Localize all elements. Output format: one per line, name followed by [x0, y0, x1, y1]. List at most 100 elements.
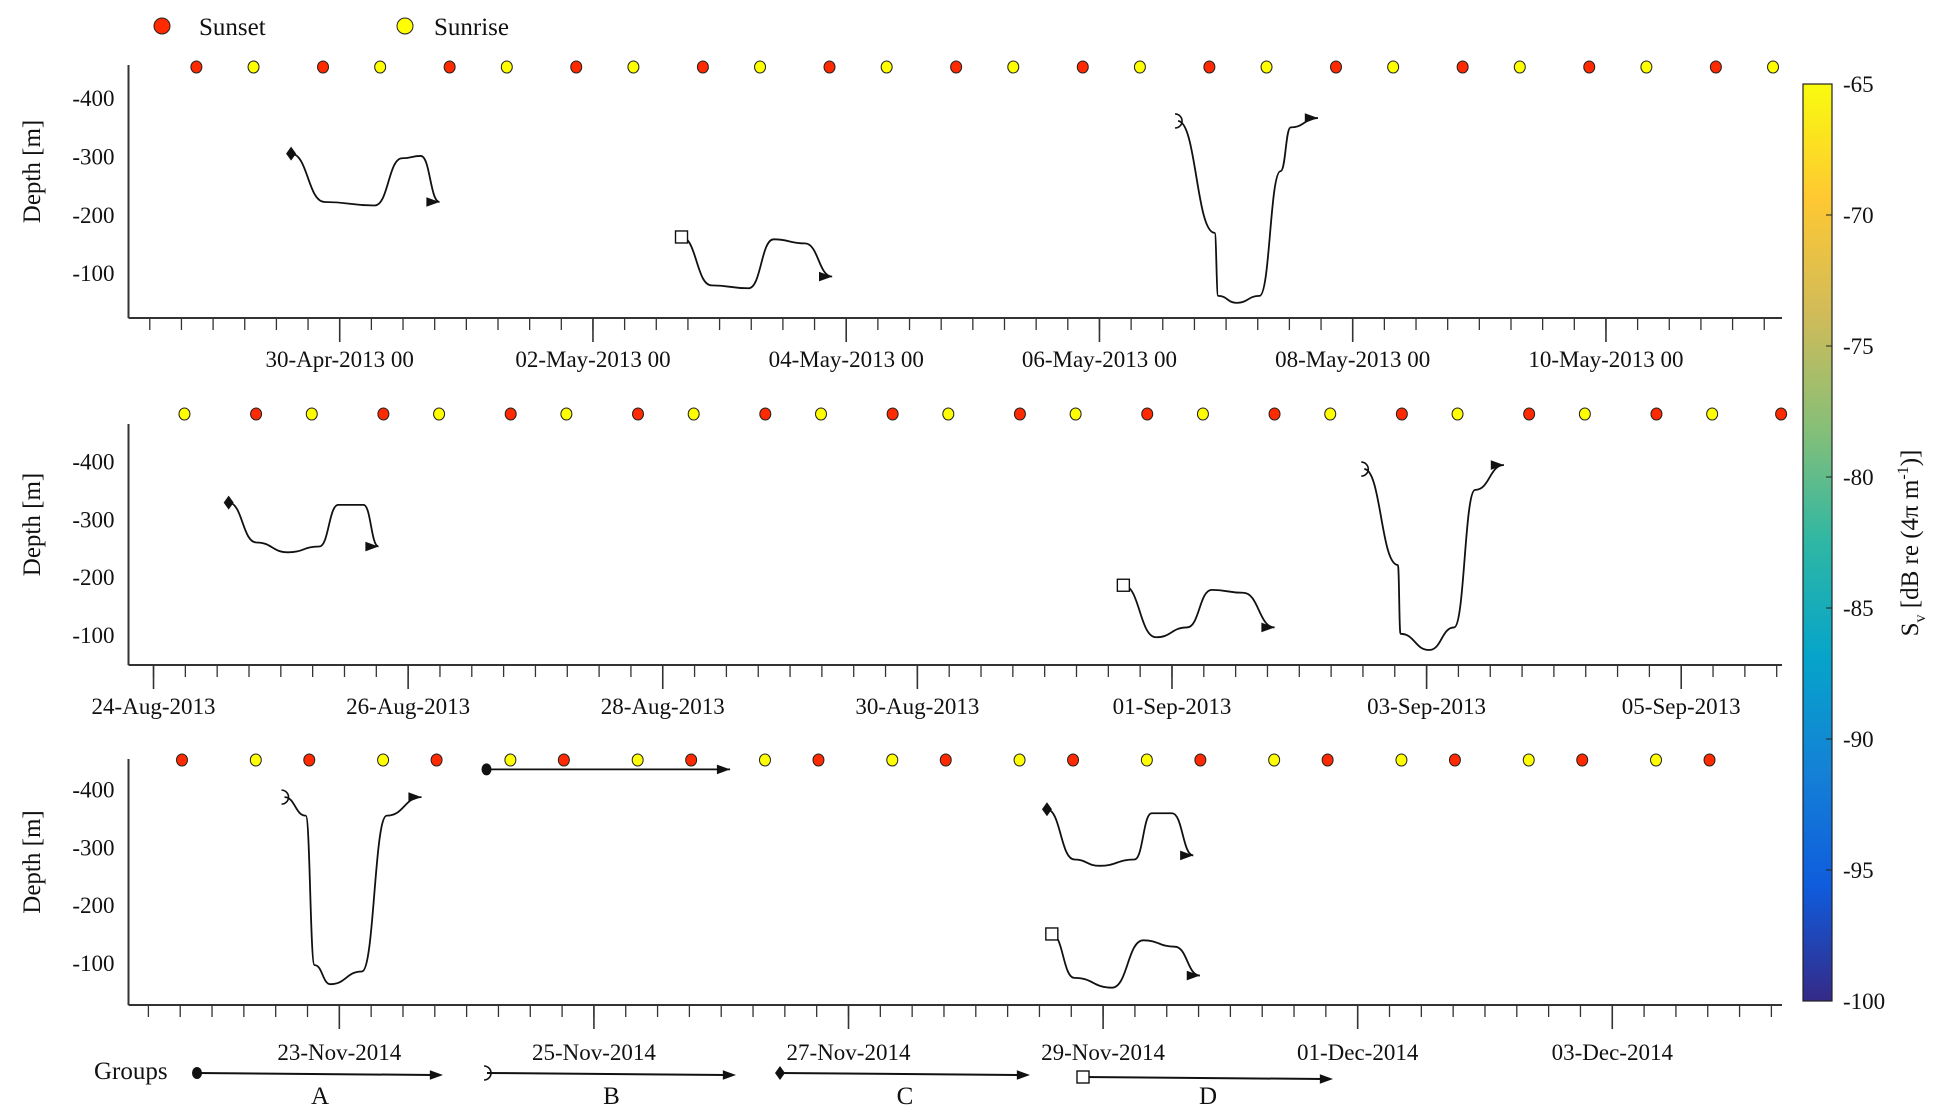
y-tick-label: -400 [72, 86, 114, 111]
deep-scattering-layer [1793, 533, 1803, 566]
sunset-marker [1013, 407, 1026, 421]
colorbar-label: Sv [dB re (4π m-1)] [1895, 450, 1929, 637]
y-axis-label: Depth [m] [19, 810, 46, 913]
night-backscatter [1582, 798, 1656, 990]
sunset-marker [1576, 753, 1589, 767]
y-tick-label: -100 [72, 951, 114, 976]
night-backscatter [564, 798, 638, 990]
sunset-marker [430, 753, 443, 767]
sunrise-marker [1140, 753, 1153, 767]
deep-scattering-layer [657, 533, 674, 566]
x-tick-label: 27-Nov-2014 [787, 1040, 911, 1065]
groups-legend-item-D: D [1076, 1070, 1333, 1110]
night-backscatter [383, 496, 439, 650]
deep-scattering-layer [1229, 189, 1246, 221]
deep-scattering-layer [785, 533, 802, 566]
sunrise-marker [1513, 60, 1526, 74]
trajectory-group-B [281, 789, 422, 986]
trajectory-start-marker [1045, 927, 1059, 941]
night-backscatter [1020, 496, 1076, 650]
arrowhead-icon [408, 792, 422, 802]
sunrise-marker [687, 407, 700, 421]
sunrise-marker [1650, 753, 1663, 767]
legend-group-label: A [311, 1083, 329, 1110]
y-tick-label: -400 [72, 778, 114, 803]
groups-legend-item-A: A [192, 1067, 443, 1110]
trajectory-group-D [1116, 578, 1275, 639]
deep-scattering-layer [590, 833, 612, 864]
sunrise-marker [178, 407, 191, 421]
sunrise-marker [1387, 60, 1400, 74]
arrowhead-icon [716, 764, 731, 775]
sunrise-marker [631, 753, 644, 767]
night-backscatter [638, 496, 694, 650]
night-backscatter [1716, 154, 1773, 304]
groups-legend-title: Groups [94, 1058, 168, 1085]
colorbar-tick-label: -100 [1843, 989, 1885, 1014]
deep-scattering-layer [216, 189, 233, 221]
echogram-image [97, 496, 1814, 650]
trajectory-line [1046, 808, 1194, 867]
x-tick-label: 03-Dec-2014 [1552, 1040, 1674, 1065]
sunrise-marker [249, 753, 262, 767]
sunset-marker [759, 407, 772, 421]
y-tick-label: -300 [72, 835, 114, 860]
sunset-marker [1321, 753, 1334, 767]
deep-scattering-layer [470, 189, 487, 221]
deep-scattering-layer [276, 533, 293, 566]
deep-scattering-layer [723, 189, 740, 221]
sunset-marker [1330, 60, 1343, 74]
night-backscatter [830, 154, 887, 304]
deep-scattering-layer [912, 533, 929, 566]
x-tick-label: 05-Sep-2013 [1622, 694, 1741, 719]
x-tick-label: 01-Dec-2014 [1297, 1040, 1419, 1065]
sunset-marker [1583, 60, 1596, 74]
sunset-marker [1523, 407, 1536, 421]
y-tick-label: -300 [72, 507, 114, 532]
sunset-marker [175, 753, 188, 767]
x-tick-label: 08-May-2013 00 [1275, 347, 1430, 372]
deep-scattering-layer [462, 833, 484, 864]
trajectory-line [681, 236, 833, 290]
x-tick-label: 30-Apr-2013 00 [266, 347, 414, 372]
night-backscatter [946, 798, 1020, 990]
sunrise-marker [815, 407, 828, 421]
trajectory-line [290, 152, 440, 207]
y-tick-label: -300 [72, 145, 114, 170]
trajectory-start-marker [1361, 461, 1370, 477]
night-backscatter [1275, 496, 1331, 650]
deep-scattering-layer [1549, 533, 1566, 566]
sunset-marker [1076, 60, 1089, 74]
night-backscatter [1200, 798, 1274, 990]
sunrise-marker [1133, 60, 1146, 74]
colorbar-tick-label: -75 [1843, 334, 1874, 359]
sunrise-marker [1640, 60, 1653, 74]
sunrise-marker [1268, 753, 1281, 767]
arrowhead-icon [1186, 970, 1200, 981]
sunset-marker [685, 753, 698, 767]
x-tick-label: 02-May-2013 00 [515, 347, 670, 372]
night-backscatter [1455, 798, 1529, 990]
legend-arrow-line [779, 1072, 1021, 1076]
deep-scattering-layer [335, 833, 357, 864]
sunset-marker [1650, 407, 1663, 421]
y-tick-label: -200 [72, 893, 114, 918]
sunset-marker [1067, 753, 1080, 767]
legend-group-label: B [603, 1083, 620, 1110]
night-backscatter [256, 496, 312, 650]
arrowhead-icon [1490, 460, 1504, 470]
colorbar-tick-label: -70 [1843, 203, 1874, 228]
deep-scattering-layer [1676, 533, 1693, 566]
sunrise-marker [560, 407, 573, 421]
x-tick-label: 26-Aug-2013 [346, 694, 470, 719]
trajectory-line [1051, 933, 1201, 989]
arrowhead-icon [429, 1070, 443, 1080]
night-backscatter [818, 798, 892, 990]
x-tick-label: 29-Nov-2014 [1041, 1040, 1165, 1065]
trajectory-group-C [223, 495, 380, 554]
sunset-marker [812, 753, 825, 767]
sunset-marker [1395, 407, 1408, 421]
groups-legend-item-C: C [775, 1066, 1030, 1110]
sunset-marker [939, 753, 952, 767]
